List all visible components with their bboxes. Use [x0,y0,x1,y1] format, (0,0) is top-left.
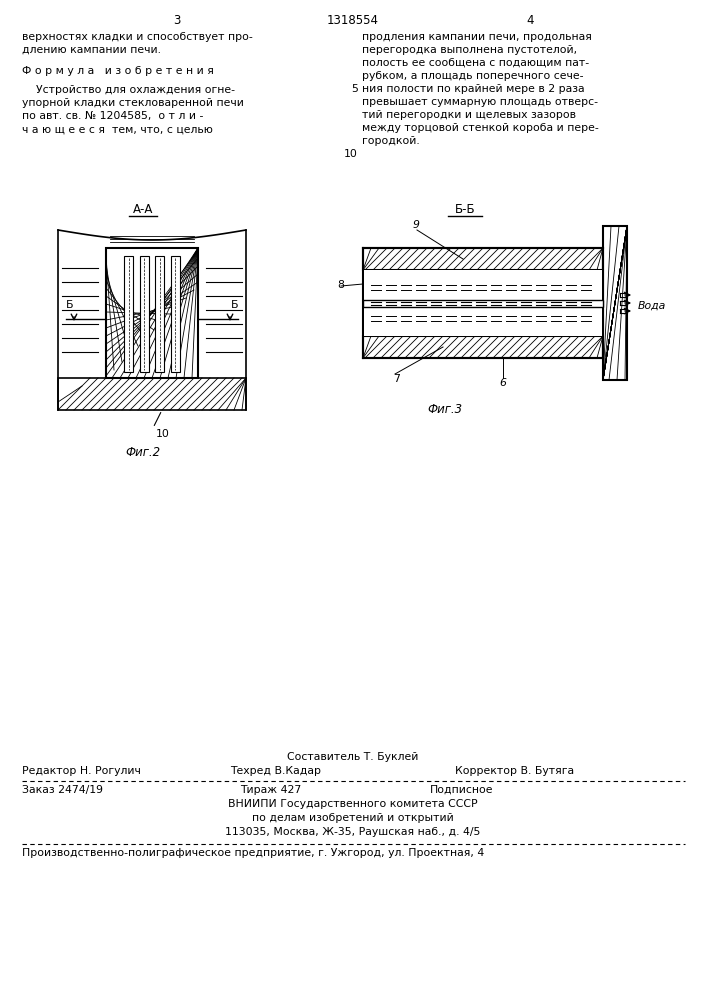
Text: Редактор Н. Рогулич: Редактор Н. Рогулич [22,766,141,776]
Text: Производственно-полиграфическое предприятие, г. Ужгород, ул. Проектная, 4: Производственно-полиграфическое предприя… [22,848,484,858]
Text: Б: Б [230,300,238,310]
Text: 1318554: 1318554 [327,14,379,27]
Bar [363,300,603,307]
Text: превышает суммарную площадь отверс-: превышает суммарную площадь отверс- [362,97,598,107]
Text: Б: Б [66,300,74,310]
Text: упорной кладки стекловаренной печи: упорной кладки стекловаренной печи [22,98,244,108]
Text: по авт. св. № 1204585,  о т л и -: по авт. св. № 1204585, о т л и - [22,111,204,121]
Text: ния полости по крайней мере в 2 раза: ния полости по крайней мере в 2 раза [362,84,585,94]
Text: рубком, а площадь поперечного сече-: рубком, а площадь поперечного сече- [362,71,583,81]
Text: тий перегородки и щелевых зазоров: тий перегородки и щелевых зазоров [362,110,576,120]
Bar [364,270,602,336]
Text: 113035, Москва, Ж-35, Раушская наб., д. 4/5: 113035, Москва, Ж-35, Раушская наб., д. … [226,827,481,837]
Text: Корректор В. Бутяга: Корректор В. Бутяга [455,766,574,776]
Text: Фиг.3: Фиг.3 [428,403,462,416]
Text: перегородка выполнена пустотелой,: перегородка выполнена пустотелой, [362,45,577,55]
Text: 3: 3 [173,14,181,27]
Text: Б-Б: Б-Б [455,203,475,216]
Text: 9: 9 [413,220,420,230]
Text: 4: 4 [526,14,534,27]
Text: ВНИИПИ Государственного комитета СССР: ВНИИПИ Государственного комитета СССР [228,799,478,809]
Text: Фиг.2: Фиг.2 [125,446,160,459]
Text: Тираж 427: Тираж 427 [240,785,301,795]
Text: по делам изобретений и открытий: по делам изобретений и открытий [252,813,454,823]
Bar [363,248,603,270]
Text: Техред В.Кадар: Техред В.Кадар [230,766,321,776]
Bar [363,336,603,358]
Text: 8: 8 [337,280,344,290]
Text: ч а ю щ е е с я  тем, что, с целью: ч а ю щ е е с я тем, что, с целью [22,124,213,134]
Text: длению кампании печи.: длению кампании печи. [22,45,161,55]
Text: 10: 10 [344,149,358,159]
Text: Устройство для охлаждения огне-: Устройство для охлаждения огне- [22,85,235,95]
Bar [58,378,246,410]
Text: верхностях кладки и способствует про-: верхностях кладки и способствует про- [22,32,252,42]
Text: 6: 6 [500,378,506,388]
Bar [140,256,148,372]
Bar [156,256,164,372]
Text: 10: 10 [156,429,170,439]
Text: Подписное: Подписное [430,785,493,795]
Text: 7: 7 [393,374,400,384]
Bar [170,256,180,372]
Text: Заказ 2474/19: Заказ 2474/19 [22,785,103,795]
Bar [603,226,627,380]
Text: А-А: А-А [133,203,153,216]
Bar [124,256,134,372]
Text: Ф о р м у л а   и з о б р е т е н и я: Ф о р м у л а и з о б р е т е н и я [22,66,214,76]
Text: продления кампании печи, продольная: продления кампании печи, продольная [362,32,592,42]
Text: Составитель Т. Буклей: Составитель Т. Буклей [287,752,419,762]
Text: между торцовой стенкой короба и пере-: между торцовой стенкой короба и пере- [362,123,599,133]
Text: 5: 5 [351,84,358,94]
Text: полость ее сообщена с подающим пат-: полость ее сообщена с подающим пат- [362,58,589,68]
Text: Вода: Вода [638,301,666,311]
Text: городкой.: городкой. [362,136,420,146]
Bar [106,248,198,378]
